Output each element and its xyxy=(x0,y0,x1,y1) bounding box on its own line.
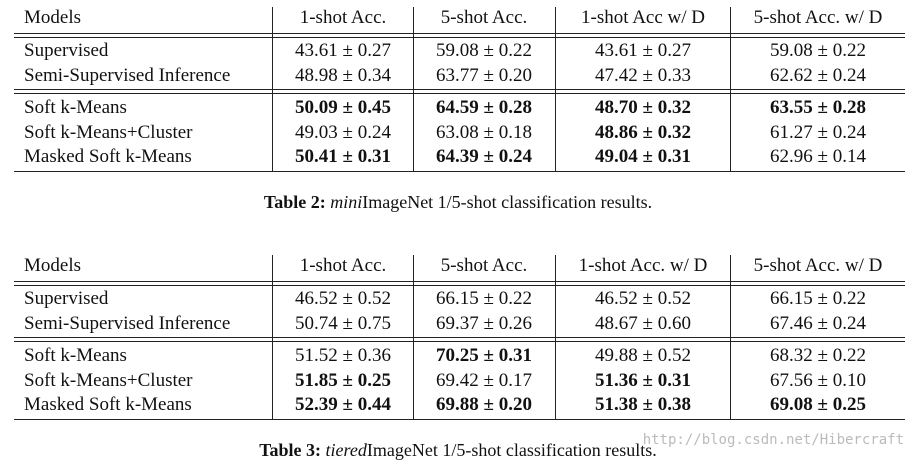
cell: 48.98 ± 0.34 xyxy=(295,64,391,86)
cell: 69.88 ± 0.20 xyxy=(436,394,532,415)
cell: 63.77 ± 0.20 xyxy=(436,64,532,86)
cell: 46.52 ± 0.52 xyxy=(295,288,391,309)
model-name: Soft k-Means+Cluster xyxy=(24,121,193,143)
cell: 49.03 ± 0.24 xyxy=(295,121,391,143)
cell: 52.39 ± 0.44 xyxy=(295,394,391,415)
cell: 64.39 ± 0.24 xyxy=(436,146,532,167)
cell: 50.74 ± 0.75 xyxy=(295,312,391,334)
cell: 69.08 ± 0.25 xyxy=(770,394,866,415)
model-name: Semi-Supervised Inference xyxy=(24,312,231,334)
cell: 47.42 ± 0.33 xyxy=(595,64,691,86)
cell: 51.38 ± 0.38 xyxy=(595,394,691,415)
rule xyxy=(14,93,905,94)
caption: Table 3: tieredImageNet 1/5-shot classif… xyxy=(259,440,657,461)
cell: 66.15 ± 0.22 xyxy=(436,288,532,309)
cell: 66.15 ± 0.22 xyxy=(770,288,866,309)
column-header: 1-shot Acc. xyxy=(299,7,387,28)
cell: 67.56 ± 0.10 xyxy=(770,369,866,391)
cell: 62.96 ± 0.14 xyxy=(770,146,866,167)
cell: 50.41 ± 0.31 xyxy=(295,146,391,167)
column-header: 5-shot Acc. xyxy=(440,255,528,276)
rule xyxy=(14,341,905,342)
rule xyxy=(14,33,905,34)
column-rule xyxy=(413,255,414,419)
caption-italic: mini xyxy=(330,191,363,212)
rule xyxy=(14,170,905,172)
caption-text: ImageNet 1/5-shot classification results… xyxy=(366,439,657,460)
model-name: Soft k-Means xyxy=(24,97,127,118)
caption-label: Table 3: xyxy=(259,439,322,460)
cell: 69.42 ± 0.17 xyxy=(436,369,532,391)
watermark: http://blog.csdn.net/Hibercraft xyxy=(642,432,904,448)
column-header: 1-shot Acc w/ D xyxy=(580,7,706,28)
cell: 48.86 ± 0.32 xyxy=(595,121,691,143)
rule xyxy=(14,281,905,282)
cell: 61.27 ± 0.24 xyxy=(770,121,866,143)
cell: 51.36 ± 0.31 xyxy=(595,369,691,391)
rule xyxy=(14,418,905,420)
model-name: Soft k-Means+Cluster xyxy=(24,369,193,391)
column-header: Models xyxy=(24,7,81,28)
cell: 50.09 ± 0.45 xyxy=(295,97,391,118)
model-name: Supervised xyxy=(24,288,109,309)
model-name: Supervised xyxy=(24,40,109,61)
cell: 62.62 ± 0.24 xyxy=(770,64,866,86)
model-name: Masked Soft k-Means xyxy=(24,394,192,415)
cell: 59.08 ± 0.22 xyxy=(436,40,532,61)
rule xyxy=(14,285,905,286)
cell: 67.46 ± 0.24 xyxy=(770,312,866,334)
column-header: 1-shot Acc. xyxy=(299,255,387,276)
cell: 43.61 ± 0.27 xyxy=(295,40,391,61)
column-rule xyxy=(730,255,731,419)
cell: 68.32 ± 0.22 xyxy=(770,345,866,366)
model-name: Semi-Supervised Inference xyxy=(24,64,231,86)
rule xyxy=(14,89,905,90)
rule xyxy=(14,337,905,338)
caption: Table 2: miniImageNet 1/5-shot classific… xyxy=(264,192,652,213)
column-rule xyxy=(555,7,556,171)
cell: 51.85 ± 0.25 xyxy=(295,369,391,391)
cell: 49.88 ± 0.52 xyxy=(595,345,691,366)
cell: 63.55 ± 0.28 xyxy=(770,97,866,118)
column-header: 5-shot Acc. w/ D xyxy=(753,7,883,28)
column-header: 1-shot Acc. w/ D xyxy=(578,255,708,276)
caption-label: Table 2: xyxy=(263,191,326,212)
cell: 48.70 ± 0.32 xyxy=(595,97,691,118)
cell: 48.67 ± 0.60 xyxy=(595,312,691,334)
column-rule xyxy=(272,7,273,171)
cell: 46.52 ± 0.52 xyxy=(595,288,691,309)
column-header: 5-shot Acc. xyxy=(440,7,528,28)
column-rule xyxy=(272,255,273,419)
cell: 69.37 ± 0.26 xyxy=(436,312,532,334)
cell: 49.04 ± 0.31 xyxy=(595,146,691,167)
cell: 70.25 ± 0.31 xyxy=(436,345,532,366)
column-rule xyxy=(555,255,556,419)
model-name: Soft k-Means xyxy=(24,345,127,366)
cell: 43.61 ± 0.27 xyxy=(595,40,691,61)
column-rule xyxy=(730,7,731,171)
column-header: Models xyxy=(24,255,81,276)
cell: 51.52 ± 0.36 xyxy=(295,345,391,366)
model-name: Masked Soft k-Means xyxy=(24,146,192,167)
caption-italic: tiered xyxy=(325,439,367,460)
column-rule xyxy=(413,7,414,171)
cell: 63.08 ± 0.18 xyxy=(436,121,532,143)
rule xyxy=(14,37,905,38)
cell: 64.59 ± 0.28 xyxy=(436,97,532,118)
column-header: 5-shot Acc. w/ D xyxy=(753,255,883,276)
caption-text: ImageNet 1/5-shot classification results… xyxy=(362,191,653,212)
cell: 59.08 ± 0.22 xyxy=(770,40,866,61)
